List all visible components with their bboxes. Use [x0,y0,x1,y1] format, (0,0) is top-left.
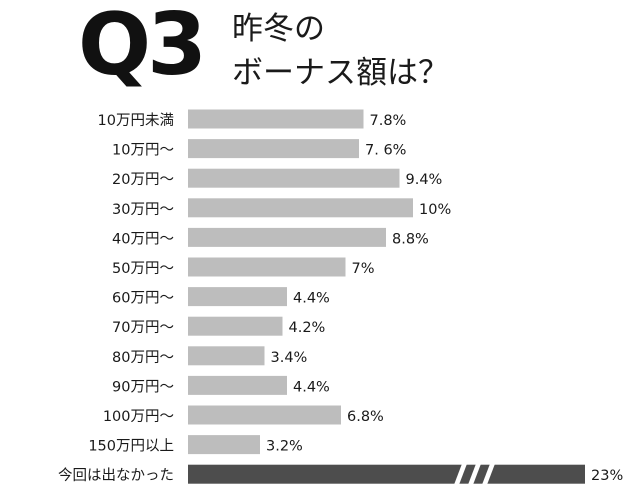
value-label: 9.4% [406,172,443,188]
category-label: 10万円未満 [98,112,174,129]
category-label: 100万円〜 [103,409,174,425]
axis-break-mark [482,463,495,485]
value-label: 3.4% [271,350,308,366]
category-label: 20万円〜 [112,172,174,188]
category-label: 10万円〜 [112,143,174,159]
bar [188,198,413,218]
value-label: 23% [591,468,623,484]
question-number: Q3 [78,0,207,95]
bar [188,316,283,336]
bar [188,346,265,366]
value-label: 7. 6% [365,143,406,159]
bar [188,168,400,188]
category-label: 70万円〜 [112,320,174,336]
bar [188,109,364,129]
value-label: 8.8% [392,231,429,247]
bar [188,435,260,455]
value-label: 7.8% [370,113,407,129]
bar [188,257,346,277]
category-label: 50万円〜 [112,261,174,277]
category-label: 80万円〜 [112,350,174,366]
category-label: 60万円〜 [112,291,174,307]
value-label: 10% [419,202,451,218]
value-label: 4.2% [289,320,326,336]
value-label: 3.2% [266,439,303,455]
chart-title-line-2: ボーナス額は？ [232,55,449,91]
value-label: 6.8% [347,409,384,425]
bar [188,287,287,307]
category-label: 30万円〜 [112,202,174,218]
bar [188,227,386,247]
category-label: 今回は出なかった [58,467,174,484]
bar [188,375,287,395]
bar [188,139,359,159]
category-label: 40万円〜 [112,231,174,247]
category-label: 90万円〜 [112,379,174,395]
value-label: 4.4% [293,291,330,307]
axis-break-mark [454,463,467,485]
category-label: 150万円以上 [88,438,174,455]
chart-title-line-1: 昨冬の [232,11,325,47]
bar [188,464,585,484]
value-label: 7% [352,261,375,277]
bar [188,405,341,425]
axis-break-mark [468,463,481,485]
value-label: 4.4% [293,379,330,395]
